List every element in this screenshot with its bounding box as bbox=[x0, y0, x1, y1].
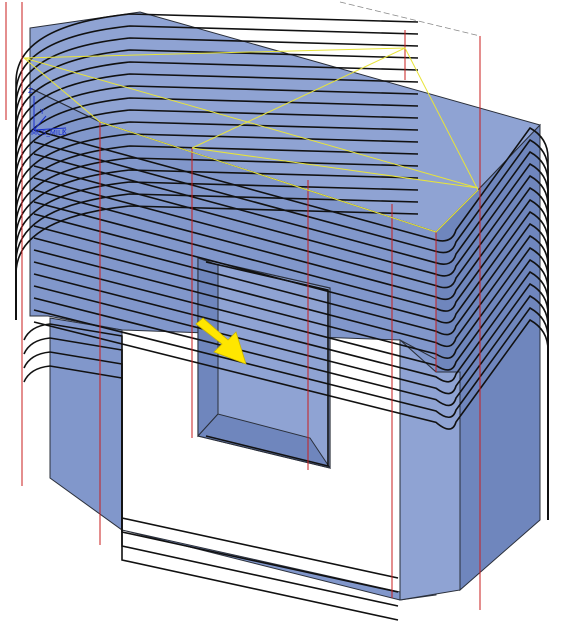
toolpath-pass[interactable] bbox=[15, 133, 549, 498]
csys-x-axis bbox=[33, 127, 67, 131]
cut-direction-arrow-icon[interactable] bbox=[195, 317, 247, 365]
toolpath-lower-pass[interactable] bbox=[23, 351, 399, 607]
toolpath-pass[interactable] bbox=[15, 181, 549, 520]
toolpath-pass[interactable] bbox=[15, 85, 549, 450]
toolpath-pass[interactable] bbox=[15, 145, 549, 510]
csys-name-label: MCS_MILL bbox=[31, 129, 66, 137]
reference-dashed-line bbox=[339, 1, 481, 37]
boundary-lines[interactable] bbox=[23, 47, 479, 233]
toolpath-pass[interactable] bbox=[15, 37, 549, 402]
toolpath-pass[interactable] bbox=[15, 169, 549, 520]
boundary-outline[interactable] bbox=[23, 47, 479, 233]
contour-toolpaths[interactable] bbox=[15, 13, 549, 621]
toolpath-lower-pass[interactable] bbox=[23, 323, 399, 579]
toolpath-pass[interactable] bbox=[15, 97, 549, 462]
engage-retract-lines[interactable] bbox=[5, 2, 481, 610]
toolpath-lower-pass[interactable] bbox=[23, 365, 399, 621]
toolpath-pass[interactable] bbox=[15, 73, 549, 438]
csys-y-label: Y bbox=[39, 108, 45, 116]
mcs-coordinate-system[interactable]: Z Y X MCS_MILL bbox=[28, 87, 67, 137]
toolpath-pass[interactable] bbox=[15, 205, 549, 520]
toolpath-pass[interactable] bbox=[15, 109, 549, 474]
boundary-diagonal-3 bbox=[191, 147, 479, 189]
toolpath-lower-pass[interactable] bbox=[23, 337, 399, 593]
pocket-bottom-wall[interactable] bbox=[197, 413, 332, 469]
csys-y-axis bbox=[33, 115, 47, 131]
toolpath-pass[interactable] bbox=[15, 13, 549, 378]
part-body[interactable] bbox=[29, 11, 541, 601]
part-step-ledge[interactable] bbox=[399, 338, 461, 601]
toolpath-pass[interactable] bbox=[15, 25, 549, 390]
csys-z-label: Z bbox=[28, 87, 33, 95]
toolpath-pass[interactable] bbox=[15, 193, 549, 520]
toolpath-pass[interactable] bbox=[15, 49, 549, 414]
pocket-toolpath[interactable] bbox=[205, 261, 329, 468]
boundary-diagonal-1 bbox=[23, 57, 479, 189]
boundary-diagonal-2 bbox=[191, 47, 406, 149]
csys-x-label: X bbox=[62, 128, 67, 136]
toolpath-pass[interactable] bbox=[15, 157, 549, 520]
toolpath-pass[interactable] bbox=[15, 121, 549, 486]
toolpath-pass[interactable] bbox=[15, 61, 549, 426]
